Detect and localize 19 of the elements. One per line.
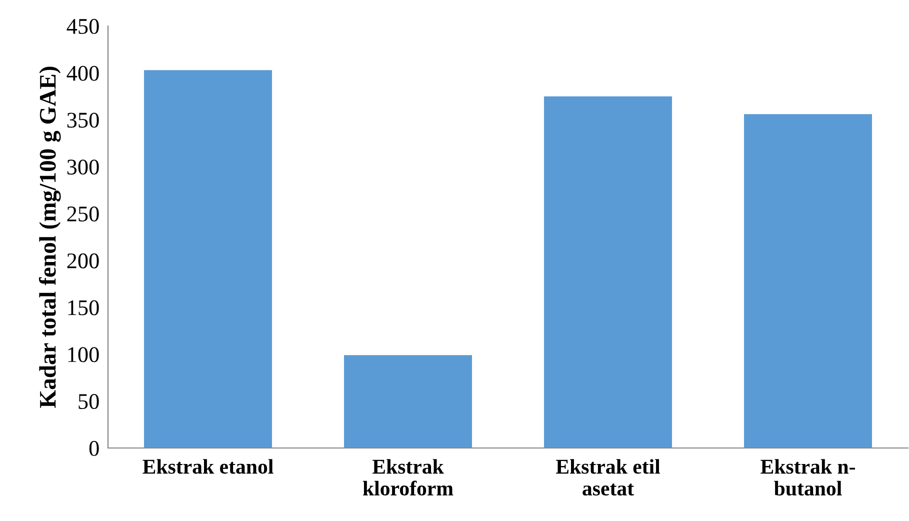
y-tick-label: 450 [66,18,99,34]
x-tick-label: Ekstrak kloroform [362,459,454,496]
x-tick-label: Ekstrak etanol [142,459,274,474]
y-tick-label: 400 [66,66,99,81]
x-tick-label: Ekstrak etil asetat [556,459,660,496]
y-tick-label: 50 [78,394,99,410]
y-tick-label: 350 [67,112,99,128]
bar [544,96,672,448]
y-tick-label: 250 [67,206,99,222]
y-tick-label: 150 [68,300,99,316]
y-tick-label: 300 [67,160,99,175]
bar [744,114,872,448]
y-tick-label: 200 [67,253,99,268]
y-axis-title: Kadar total fenol (mg/100 g GAE) [38,66,61,408]
bar [344,355,472,448]
y-tick-label: 100 [68,347,99,362]
bar [144,70,272,448]
y-tick-label: 0 [89,440,99,456]
x-tick-label: Ekstrak n- butanol [760,459,855,496]
